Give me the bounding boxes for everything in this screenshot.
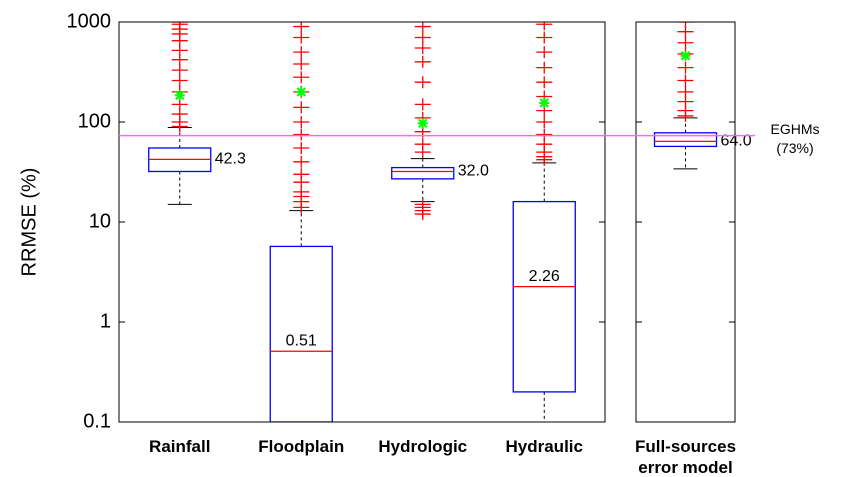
box <box>653 132 718 148</box>
outlier <box>293 116 310 128</box>
outlier <box>414 31 431 44</box>
median-label: 32.0 <box>458 163 489 180</box>
panel-frame <box>635 21 736 423</box>
box <box>391 166 455 180</box>
outlier <box>536 61 553 74</box>
outlier <box>414 41 431 54</box>
reference-label: EGHMs (73%) <box>770 120 820 156</box>
plot-area <box>653 22 718 170</box>
outlier <box>293 168 310 181</box>
outlier <box>293 141 310 154</box>
box <box>512 200 576 393</box>
plot-area <box>148 22 576 422</box>
outlier <box>536 22 553 31</box>
x-tick-label: Floodplain <box>258 437 345 456</box>
median-label: 2.26 <box>529 268 560 285</box>
outlier <box>414 138 431 151</box>
outlier <box>677 74 694 87</box>
mean <box>417 118 428 129</box>
outlier <box>414 98 431 111</box>
x-tick-label: Hydraulic <box>505 437 583 456</box>
outlier <box>293 22 310 33</box>
outlier <box>536 116 553 128</box>
outlier <box>293 46 310 59</box>
outlier <box>677 85 694 98</box>
panel-frame <box>118 21 606 423</box>
y-tick-label: 1 <box>100 310 111 332</box>
outlier <box>414 55 431 68</box>
y-tick-label: 10 <box>89 210 111 232</box>
outlier <box>414 22 431 33</box>
y-axis-label: RRMSE (%) <box>18 168 40 277</box>
outlier <box>171 22 188 28</box>
outlier <box>536 46 553 59</box>
outlier <box>171 74 188 87</box>
mean <box>680 50 691 61</box>
outlier <box>171 64 188 77</box>
median-label: 64.0 <box>721 133 752 150</box>
outlier <box>536 76 553 89</box>
outlier <box>171 98 188 111</box>
median-label: 42.3 <box>215 151 246 168</box>
outlier <box>414 76 431 89</box>
y-tick-label: 100 <box>78 110 111 132</box>
outlier <box>293 71 310 84</box>
y-tick-label: 0.1 <box>83 410 111 432</box>
median-label: 0.51 <box>286 332 317 349</box>
outlier <box>293 101 310 114</box>
y-tick-label: 1000 <box>67 10 112 32</box>
outlier <box>293 155 310 168</box>
outlier <box>293 128 310 141</box>
outlier <box>414 198 431 211</box>
outlier <box>536 31 553 44</box>
x-tick-label: Hydrologic <box>378 437 468 456</box>
outlier <box>677 61 694 74</box>
x-tick-label: Full-sources error model <box>634 437 737 477</box>
outlier <box>293 58 310 71</box>
outlier <box>677 22 694 28</box>
outlier <box>293 31 310 44</box>
box <box>269 245 333 422</box>
outlier <box>536 128 553 141</box>
mean <box>174 90 185 101</box>
x-tick-label: Rainfall <box>149 437 211 456</box>
mean <box>296 86 307 97</box>
mean <box>539 97 550 108</box>
outlier <box>677 36 694 49</box>
